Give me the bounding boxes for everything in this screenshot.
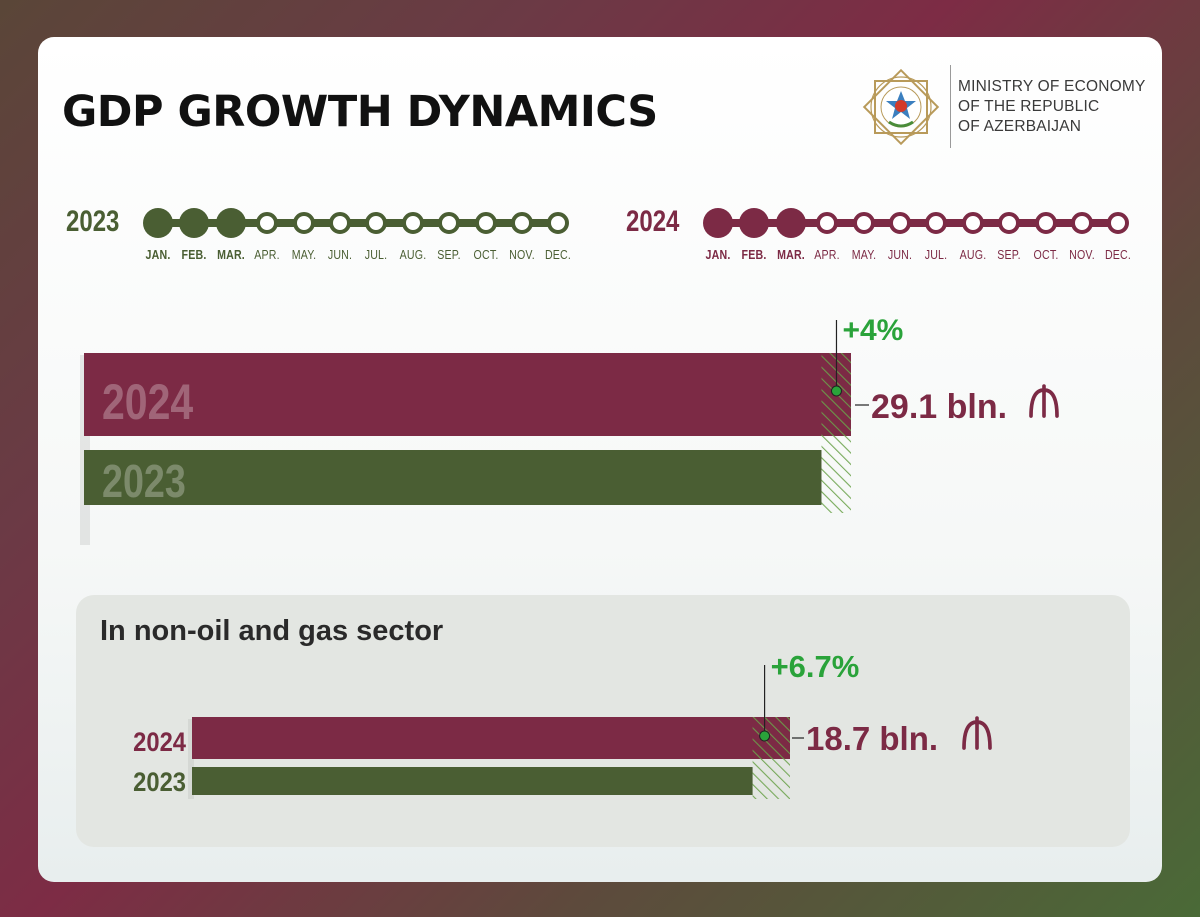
- timeline-dot-active: [703, 208, 733, 238]
- timeline-month-label: FEB.: [181, 248, 207, 262]
- timeline-dot: [292, 212, 315, 234]
- timeline-dot-active: [739, 208, 770, 238]
- growth-label: +6.7%: [771, 649, 860, 684]
- panel-title: In non-oil and gas sector: [100, 615, 444, 647]
- non-oil-panel: In non-oil and gas sector 2024 2023 +6.7% 1…: [76, 595, 1130, 847]
- timeline-line: [718, 219, 1119, 227]
- timeline-dot: [256, 212, 279, 234]
- main-gdp-chart: 2024 2023 +4% 29.1 bln.: [80, 314, 1059, 545]
- timeline-month-label: SEP.: [437, 248, 461, 262]
- bar-year-label: 2024: [102, 374, 194, 430]
- ministry-name: MINISTRY OF ECONOMY OF THE REPUBLIC OF A…: [958, 77, 1146, 137]
- timeline-month-label: AUG.: [959, 248, 987, 262]
- timeline-month-label: SEP.: [997, 248, 1021, 262]
- ministry-emblem-icon: [862, 68, 940, 146]
- timeline-month-label: OCT.: [1033, 248, 1059, 262]
- ministry-line: MINISTRY OF ECONOMY: [958, 78, 1146, 95]
- growth-dot: [830, 385, 842, 397]
- timeline-dot: [1107, 212, 1130, 234]
- timeline-dot-active: [179, 208, 210, 238]
- timeline-month-label: MAR.: [776, 248, 805, 262]
- value-label: 29.1 bln.: [871, 388, 1007, 426]
- timeline-dot: [998, 212, 1021, 234]
- growth-hatch: [752, 717, 790, 799]
- infographic-card: GDP GROWTH DYNAMICS MINISTRY OF ECONOMY …: [38, 37, 1162, 882]
- growth-label: +4%: [842, 314, 903, 347]
- timeline-month-label: JUN.: [327, 248, 353, 262]
- timeline-dot: [925, 212, 948, 234]
- bar-2023: [84, 450, 822, 505]
- timeline-month-label: MAR.: [216, 248, 245, 262]
- bar-year-label: 2023: [133, 768, 186, 798]
- timeline-month-label: MAY.: [291, 248, 316, 262]
- ministry-line: OF THE REPUBLIC: [958, 98, 1100, 115]
- bar-year-label: 2024: [133, 728, 186, 758]
- timeline-dot: [401, 212, 424, 234]
- timeline-year: 2023: [66, 205, 120, 238]
- timeline-month-label: OCT.: [473, 248, 499, 262]
- bar-shadow: [188, 719, 194, 799]
- timeline-2024: 2024 JAN. FEB. MAR. APR. MAY. JUN. JUL. AUG. SEP.…: [626, 205, 1131, 270]
- timeline-month-label: JUL.: [925, 248, 948, 262]
- timeline-dot: [511, 212, 533, 234]
- growth-dot: [759, 730, 771, 742]
- timeline-month-label: JAN.: [705, 248, 731, 262]
- timeline-dot: [889, 212, 911, 234]
- ministry-line: OF AZERBAIJAN: [958, 118, 1082, 135]
- timeline-month-label: DEC.: [1105, 248, 1132, 262]
- non-oil-gdp-chart: 2024 2023 +6.7% 18.7 bln.: [133, 649, 992, 799]
- manat-icon: [962, 716, 992, 750]
- timeline-dot: [547, 212, 570, 234]
- timeline-dot: [852, 212, 875, 234]
- timeline-dot: [329, 212, 351, 234]
- timeline-dot: [438, 212, 461, 234]
- timeline-month-label: FEB.: [741, 248, 767, 262]
- timeline-month-label: APR.: [814, 248, 840, 262]
- timeline-dot: [474, 212, 497, 234]
- timeline-dot: [816, 212, 839, 234]
- timeline-month-label: JAN.: [145, 248, 171, 262]
- timeline-month-label: MAY.: [851, 248, 876, 262]
- timeline-month-label: AUG.: [399, 248, 427, 262]
- bar-2023: [192, 767, 753, 795]
- bar-2024: [192, 717, 790, 759]
- timeline-dot: [365, 212, 388, 234]
- timeline-dot: [961, 212, 984, 234]
- timeline-month-label: DEC.: [545, 248, 572, 262]
- timeline-year: 2024: [626, 205, 680, 238]
- bar-2024: [84, 353, 851, 436]
- timeline-month-label: JUL.: [365, 248, 388, 262]
- page-title: GDP GROWTH DYNAMICS: [62, 87, 658, 137]
- timeline-dot: [1071, 212, 1093, 234]
- bar-year-label: 2023: [102, 455, 186, 506]
- manat-icon: [1029, 384, 1059, 418]
- timeline-2023: 2023 JAN. FEB. MAR. APR. MAY. JUN. JUL. AUG. SEP.…: [66, 205, 571, 270]
- timeline-dot: [1034, 212, 1057, 234]
- value-label: 18.7 bln.: [806, 720, 938, 757]
- timeline-dot-active: [215, 208, 246, 238]
- logo-divider: [950, 65, 951, 148]
- timeline-month-label: NOV.: [509, 248, 535, 262]
- timeline-dot-active: [143, 208, 173, 238]
- timeline-dot-active: [775, 208, 806, 238]
- timeline-month-label: APR.: [254, 248, 280, 262]
- timeline-month-label: NOV.: [1069, 248, 1095, 262]
- timeline-line: [158, 219, 559, 227]
- timeline-month-label: JUN.: [887, 248, 913, 262]
